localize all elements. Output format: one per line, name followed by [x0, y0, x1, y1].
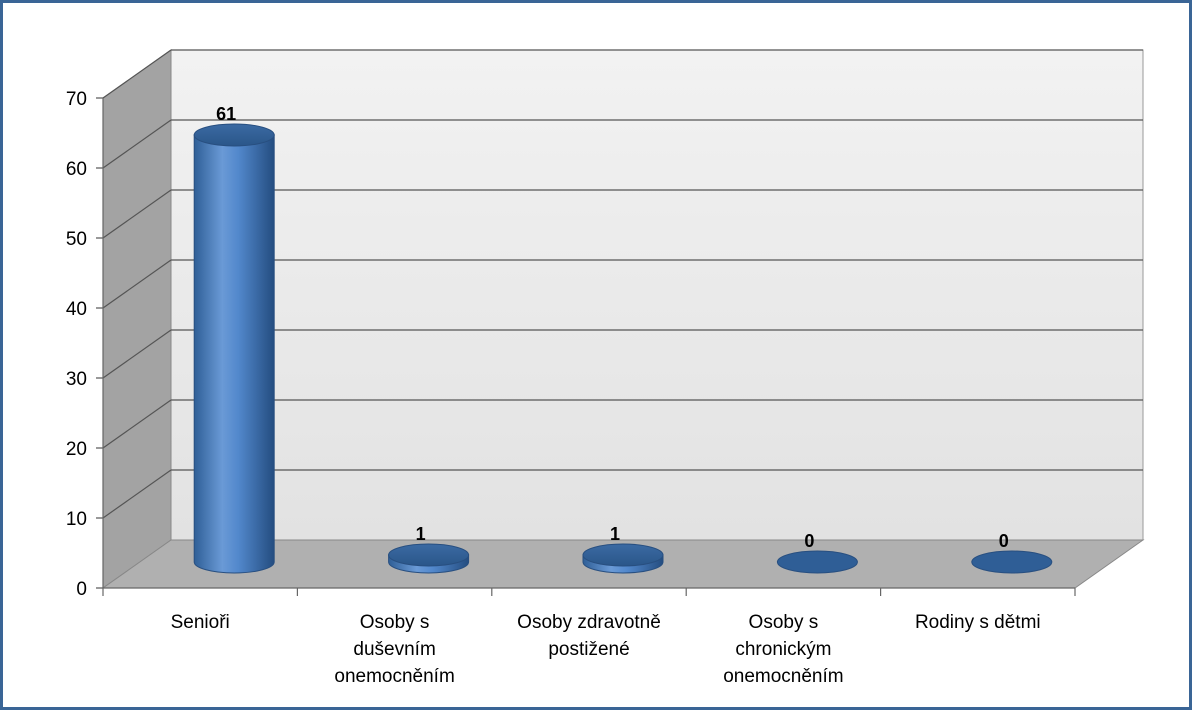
category-label: Senioři	[171, 612, 230, 633]
category-label-line: Osoby s	[360, 612, 430, 633]
bar-base[interactable]	[776, 550, 858, 574]
bar-top[interactable]	[193, 123, 275, 147]
category-label-line: onemocněním	[334, 666, 454, 687]
gridline-side	[102, 49, 172, 99]
y-tick-label: 60	[66, 159, 87, 180]
data-label: 0	[804, 531, 814, 551]
category-label-line: onemocněním	[723, 666, 843, 687]
y-tick-label: 10	[66, 509, 87, 530]
y-tick-label: 20	[66, 439, 87, 460]
category-label-line: Senioři	[171, 612, 230, 633]
category-label-line: Osoby s	[749, 612, 819, 633]
data-label: 0	[999, 531, 1009, 551]
gridline-side	[102, 329, 172, 379]
gridline-side	[102, 399, 172, 449]
gridline-side	[102, 119, 172, 169]
data-label: 1	[610, 524, 620, 544]
category-label: Osoby s duševním onemocněním	[334, 612, 454, 687]
bar-item-1[interactable]	[388, 543, 470, 574]
gridline-side	[102, 469, 172, 519]
bar-top[interactable]	[582, 543, 664, 567]
bar-item-3[interactable]	[776, 550, 858, 574]
category-label: Rodiny s dětmi	[915, 612, 1041, 633]
y-tick-label: 30	[66, 369, 87, 390]
side-wall	[102, 49, 172, 589]
bar-top[interactable]	[388, 543, 470, 567]
y-tick-label: 40	[66, 299, 87, 320]
bar-item-0[interactable]	[193, 123, 275, 574]
bar-body[interactable]	[193, 134, 275, 574]
bar-item-2[interactable]	[582, 543, 664, 574]
category-label-line: Osoby zdravotně	[517, 612, 661, 633]
gridline-side	[102, 189, 172, 239]
back-wall	[170, 49, 1144, 541]
category-label-line: postižené	[548, 639, 629, 660]
y-tick-label: 50	[66, 229, 87, 250]
y-tick-label: 0	[76, 579, 87, 600]
data-label: 61	[216, 104, 236, 124]
category-label-line: Rodiny s dětmi	[915, 612, 1041, 633]
category-label: Osoby zdravotně postižené	[517, 612, 661, 660]
data-label: 1	[416, 524, 426, 544]
gridline-side	[102, 259, 172, 309]
y-tick-label: 70	[66, 89, 87, 110]
category-label: Osoby s chronickým onemocněním	[723, 612, 843, 687]
category-label-line: chronickým	[735, 639, 831, 660]
bar-base[interactable]	[971, 550, 1053, 574]
bar-item-4[interactable]	[971, 550, 1053, 574]
category-label-line: duševním	[353, 639, 435, 660]
